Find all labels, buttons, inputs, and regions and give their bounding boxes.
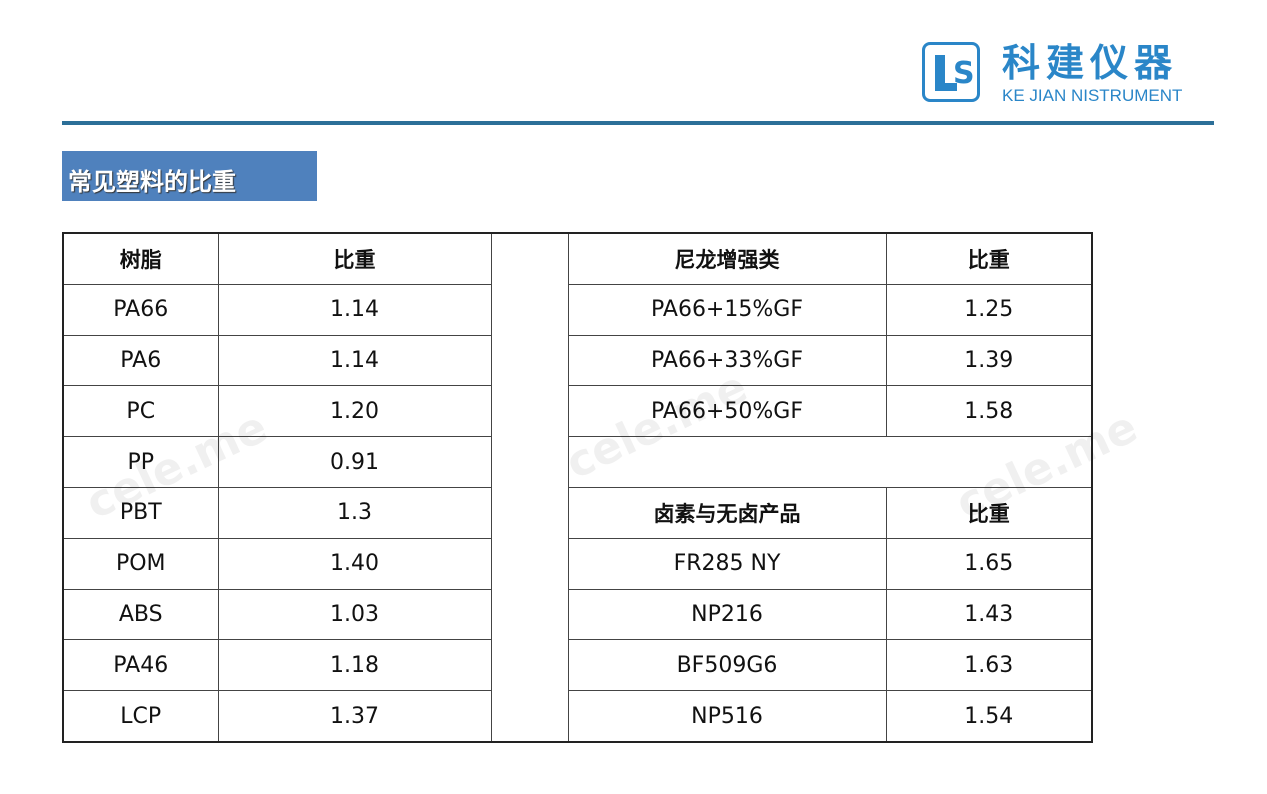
header-density: 比重 — [217, 232, 492, 285]
logo-mark-icon: S — [922, 42, 980, 102]
resin-name: PC — [62, 385, 219, 438]
logo-name-cn: 科建仪器 — [1002, 41, 1179, 85]
header-density: 比重 — [885, 232, 1093, 285]
density-value: 1.03 — [217, 588, 492, 641]
resin-name: ABS — [62, 588, 219, 641]
table-row: LCP 1.37 NP516 1.54 — [62, 690, 1093, 743]
empty-row — [567, 436, 1093, 488]
table-row: PP 0.91 — [62, 436, 1093, 488]
table-row: 树脂 比重 尼龙增强类 比重 — [62, 232, 1093, 742]
header-resin: 树脂 — [62, 232, 219, 285]
density-value: 1.39 — [885, 334, 1093, 387]
density-value: 1.14 — [217, 334, 492, 387]
resin-name: PA46 — [62, 639, 219, 692]
density-value: 1.54 — [885, 690, 1093, 743]
density-value: 1.65 — [885, 537, 1093, 590]
table-row: PBT 1.3 卤素与无卤产品 比重 — [62, 486, 1093, 539]
density-value: 1.40 — [217, 537, 492, 590]
resin-name: PA6 — [62, 334, 219, 387]
material-name: NP216 — [567, 588, 887, 641]
header-category: 卤素与无卤产品 — [567, 486, 887, 539]
material-name: FR285 NY — [567, 537, 887, 590]
resin-name: PP — [62, 436, 219, 488]
density-value: 1.63 — [885, 639, 1093, 692]
spacer-column — [490, 233, 569, 742]
table-row: PA66 1.14 PA66+15%GF 1.25 — [62, 283, 1093, 336]
density-value: 1.14 — [217, 283, 492, 336]
resin-name: POM — [62, 537, 219, 590]
density-value: 1.18 — [217, 639, 492, 692]
table-row: POM 1.40 FR285 NY 1.65 — [62, 537, 1093, 590]
density-value: 1.3 — [217, 486, 492, 539]
density-value: 1.37 — [217, 690, 492, 743]
material-name: BF509G6 — [567, 639, 887, 692]
material-name: PA66+33%GF — [567, 334, 887, 387]
header-category: 尼龙增强类 — [567, 232, 887, 285]
density-value: 1.43 — [885, 588, 1093, 641]
density-value: 1.58 — [885, 385, 1093, 438]
density-value: 1.20 — [217, 385, 492, 438]
table-row: PC 1.20 PA66+50%GF 1.58 — [62, 385, 1093, 438]
resin-name: LCP — [62, 690, 219, 743]
density-value: 1.25 — [885, 283, 1093, 336]
logo-name-en: KE JIAN NISTRUMENT — [1002, 86, 1183, 105]
header-divider — [62, 121, 1214, 125]
table-row: PA6 1.14 PA66+33%GF 1.39 — [62, 334, 1093, 387]
page-title: 常见塑料的比重 — [62, 151, 317, 201]
density-table: 树脂 比重 尼龙增强类 比重 PA66 1.14 PA66+15%GF 1.25 PA6 1.14… — [62, 232, 1093, 743]
material-name: NP516 — [567, 690, 887, 743]
resin-name: PA66 — [62, 283, 219, 336]
material-name: PA66+15%GF — [567, 283, 887, 336]
table-row: PA46 1.18 BF509G6 1.63 — [62, 639, 1093, 692]
material-name: PA66+50%GF — [567, 385, 887, 438]
density-value: 0.91 — [217, 436, 492, 488]
resin-name: PBT — [62, 486, 219, 539]
company-logo: S 科建仪器 KE JIAN NISTRUMENT — [922, 42, 1182, 106]
table-row: ABS 1.03 NP216 1.43 — [62, 588, 1093, 641]
header-density: 比重 — [885, 486, 1093, 539]
